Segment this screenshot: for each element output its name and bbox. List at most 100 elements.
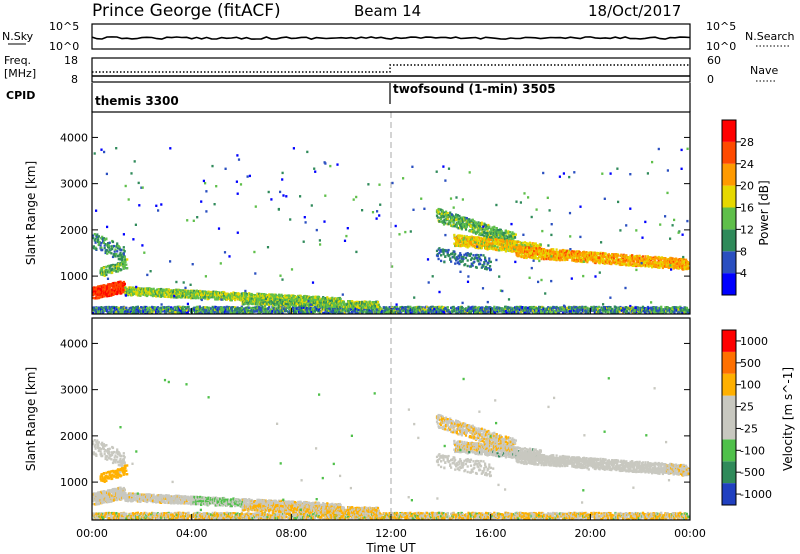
- power-cell: [387, 307, 390, 310]
- power-cell: [108, 266, 111, 270]
- power-cell: [229, 297, 232, 300]
- power-cell: [165, 291, 168, 294]
- power-cell: [230, 298, 233, 302]
- power-cell: [184, 289, 187, 292]
- power-cell: [384, 309, 387, 313]
- power-cell: [92, 236, 95, 240]
- power-cell: [548, 310, 551, 314]
- power-cell: [507, 307, 510, 310]
- power-cell: [552, 308, 555, 311]
- power-cell: [185, 309, 189, 312]
- power-cell: [566, 306, 569, 310]
- power-cell: [205, 311, 208, 315]
- power-cell: [101, 289, 104, 293]
- power-cell: [300, 296, 303, 300]
- power-cell: [315, 299, 318, 302]
- power-cell: [184, 290, 187, 293]
- power-cell: [194, 295, 197, 298]
- power-cell: [124, 286, 127, 290]
- power-cell: [234, 292, 238, 295]
- power-cell: [427, 311, 430, 315]
- power-cell: [636, 309, 639, 313]
- power-cell: [135, 293, 138, 296]
- power-cell: [274, 295, 277, 298]
- power-cell: [182, 306, 185, 309]
- power-cell: [116, 250, 119, 253]
- power-cell: [178, 289, 181, 292]
- power-cell: [461, 306, 464, 310]
- power-cell: [372, 310, 375, 313]
- power-cell: [672, 308, 675, 311]
- power-cell: [440, 309, 443, 312]
- power-cell: [276, 298, 279, 301]
- power-cell: [123, 283, 126, 286]
- power-cell: [431, 309, 434, 312]
- power-cell: [97, 287, 100, 290]
- power-cell: [484, 305, 488, 309]
- power-cell: [101, 235, 104, 239]
- power-cell: [505, 311, 508, 314]
- power-cell: [137, 307, 140, 310]
- power-cell: [256, 305, 259, 309]
- power-cell: [165, 306, 169, 309]
- power-cell: [658, 308, 661, 311]
- power-cell: [114, 266, 117, 270]
- power-cell: [187, 296, 190, 299]
- power-cell: [376, 311, 380, 314]
- power-cell: [562, 311, 565, 314]
- power-cell: [523, 311, 527, 315]
- power-cell: [177, 309, 180, 312]
- power-cell: [127, 310, 130, 313]
- power-cell: [633, 309, 636, 312]
- power-cell: [621, 309, 624, 313]
- power-cell: [183, 292, 186, 295]
- power-cell: [97, 311, 100, 314]
- power-cell: [294, 303, 297, 307]
- power-cell: [524, 306, 527, 309]
- power-cell: [112, 244, 115, 248]
- power-cell: [353, 306, 356, 309]
- power-cell: [108, 251, 111, 254]
- power-cell: [179, 291, 182, 294]
- power-cell: [218, 306, 221, 309]
- nsky-left-tick-bottom: 10^0: [49, 40, 79, 53]
- power-cell: [546, 308, 549, 311]
- power-cell: [572, 307, 575, 310]
- power-cell: [239, 307, 242, 310]
- cpid-program-1: themis 3300: [95, 94, 179, 108]
- power-cell: [355, 311, 358, 314]
- power-cell: [167, 293, 170, 296]
- power-cell: [128, 291, 131, 295]
- power-cell: [123, 263, 126, 266]
- power-cell: [114, 255, 117, 258]
- power-cell: [623, 310, 626, 313]
- power-cell: [673, 306, 676, 309]
- power-cell: [288, 295, 291, 298]
- power-cell: [202, 294, 205, 297]
- power-cell: [538, 306, 541, 309]
- power-cell: [574, 308, 577, 312]
- power-cell: [243, 296, 246, 299]
- power-cell: [236, 295, 239, 299]
- power-cell: [107, 244, 110, 247]
- power-cell: [354, 300, 357, 304]
- power-cell: [306, 309, 309, 312]
- power-cell: [304, 304, 307, 307]
- power-cell: [293, 300, 296, 303]
- nsky-right-tick-top: 10^5: [706, 20, 736, 33]
- power-cell: [280, 293, 283, 297]
- power-cell: [225, 305, 228, 309]
- power-cell: [187, 305, 190, 309]
- power-cell: [351, 311, 354, 315]
- power-cell: [478, 306, 481, 309]
- power-cell: [310, 296, 313, 299]
- power-cell: [479, 310, 483, 313]
- power-cell: [288, 306, 291, 309]
- power-cell: [362, 308, 365, 311]
- power-cell: [165, 293, 169, 296]
- power-cell: [366, 311, 370, 315]
- nsky-label: N.Sky: [2, 30, 34, 43]
- power-cell: [169, 309, 172, 313]
- power-cell: [439, 306, 442, 310]
- power-cell: [481, 307, 484, 311]
